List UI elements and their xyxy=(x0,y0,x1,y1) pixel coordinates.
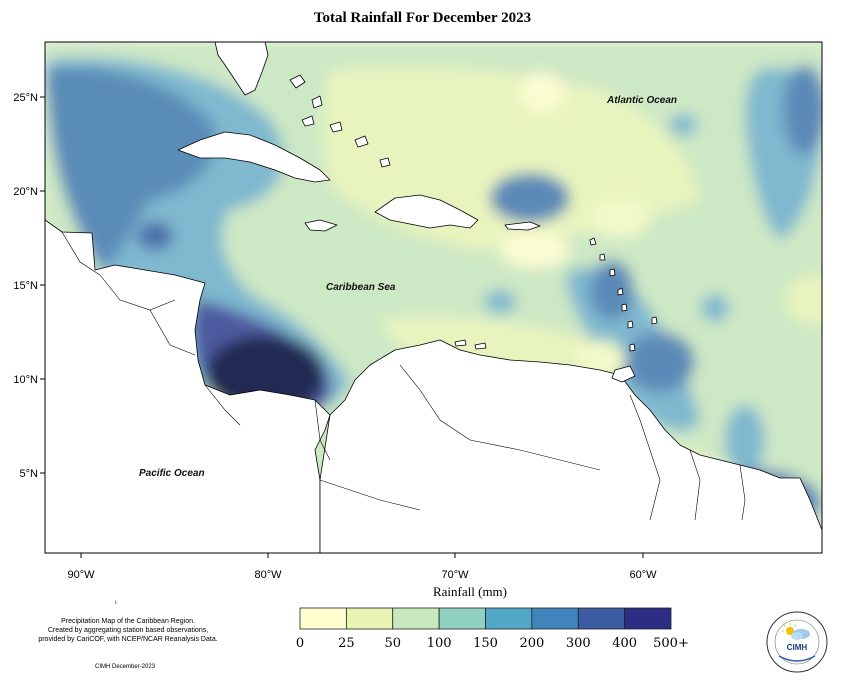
sun-cloud-icon xyxy=(782,623,810,640)
y-tick-label: 15°N xyxy=(13,280,38,292)
legend-swatch xyxy=(485,607,533,630)
legend-title: Rainfall (mm) xyxy=(432,584,507,599)
axis-ticks xyxy=(40,96,644,558)
pacific-ocean-label: Pacific Ocean xyxy=(139,468,205,479)
legend-color-bar xyxy=(299,607,672,630)
y-tick-label: 5°N xyxy=(20,468,39,480)
description-line: Precipitation Map of the Caribbean Regio… xyxy=(61,618,195,625)
legend-tick-label: 0 xyxy=(295,636,305,651)
map-description: Precipitation Map of the Caribbean Regio… xyxy=(18,617,238,644)
cuba-land xyxy=(177,131,331,183)
legend-tick-label: 100 xyxy=(426,636,452,651)
legend-tick-label: 400 xyxy=(612,636,638,651)
x-tick-label: 90°W xyxy=(67,569,95,581)
y-tick-labels: 25°N 20°N 15°N 10°N 5°N xyxy=(13,92,38,480)
trinidad-land xyxy=(611,365,636,383)
map-title: Total Rainfall For December 2023 xyxy=(313,10,532,26)
hispaniola-land xyxy=(374,194,479,229)
description-line: provided by CariCOF, with NCEP/NCAR Rean… xyxy=(38,636,218,643)
description-line: Created by aggregating station based obs… xyxy=(47,627,209,634)
atlantic-ocean-label: Atlantic Ocean xyxy=(606,95,677,106)
credit-text: CIMH December-2023 xyxy=(94,664,156,670)
y-tick-label: 10°N xyxy=(13,374,38,386)
legend-swatch xyxy=(531,607,579,630)
y-tick-label: 25°N xyxy=(13,92,38,104)
legend-tick-label: 150 xyxy=(473,636,498,651)
legend-tick-label: 25 xyxy=(338,636,355,651)
land-masses xyxy=(45,42,822,553)
florida-land xyxy=(214,42,269,96)
x-tick-labels: 90°W 80°W 70°W 60°W xyxy=(67,569,657,581)
legend-swatch xyxy=(438,607,486,630)
cimh-logo: CIMH xyxy=(766,611,828,673)
legend-tick-label: 200 xyxy=(519,636,545,651)
legend-swatch xyxy=(577,607,626,630)
legend-swatch xyxy=(624,607,672,630)
legend-tick-label: 50 xyxy=(384,636,402,651)
x-tick-label: 70°W xyxy=(441,569,469,581)
legend-tick-label: 500+ xyxy=(653,636,689,651)
puerto-rico-land xyxy=(504,221,541,231)
country-borders xyxy=(61,231,746,521)
map-frame xyxy=(44,41,823,554)
stray-mark: ı xyxy=(115,600,117,606)
y-tick-label: 20°N xyxy=(13,186,38,198)
jamaica-land xyxy=(304,219,338,232)
legend-swatch xyxy=(345,607,394,630)
legend-swatch xyxy=(299,607,347,630)
x-tick-label: 60°W xyxy=(629,569,657,581)
legend-swatch xyxy=(392,607,440,630)
legend-tick-label: 300 xyxy=(565,636,591,651)
south-america-land xyxy=(319,339,822,553)
caribbean-sea-label: Caribbean Sea xyxy=(326,282,396,293)
logo-text: CIMH xyxy=(787,643,808,652)
x-tick-label: 80°W xyxy=(254,569,282,581)
